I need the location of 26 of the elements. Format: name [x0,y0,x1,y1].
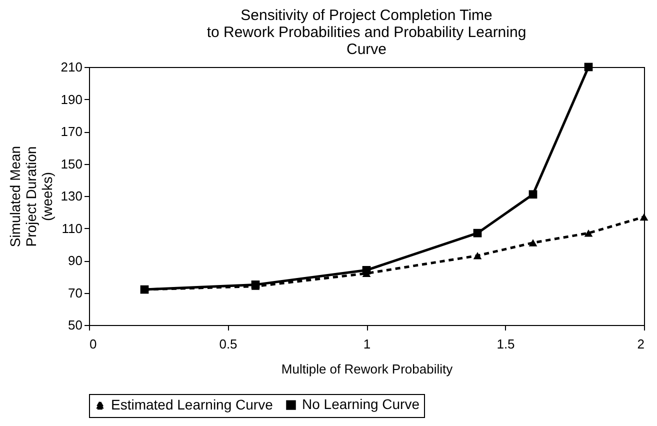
y-tick-label: 110 [62,220,82,236]
legend-label: No Learning Curve [302,396,420,412]
x-tick-label: 2 [637,336,644,352]
x-tick-label: 1 [363,336,371,352]
point [528,239,538,246]
y-tick-label: 70 [68,285,82,300]
point [473,252,482,260]
x-tick-label: 0.5 [219,336,238,352]
x-axis-title: Multiple of Rework Probability [281,362,454,376]
point [528,190,538,199]
y-tick-label: 130 [60,188,82,204]
x-tick-label: 0 [90,336,97,352]
y-tick-label: 90 [68,253,82,268]
point [584,62,593,72]
point [584,229,593,237]
y-tick-label: 210 [60,60,82,74]
y-tick-label: 150 [60,156,82,172]
y-tick-label: 190 [60,92,82,107]
point [640,213,648,221]
x-tick-label: 1.5 [496,336,515,352]
y-tick-label: 50 [68,318,82,332]
y-axis-title: Simulated Mean Project Duration (weeks) [6,146,55,248]
y-tick-label: 170 [60,124,82,139]
legend-label: Estimated Learning Curve [111,396,274,412]
point [473,228,482,238]
chart-title: Sensitivity of Project Completion Time to Rework Probabilities and Probability Learning Curve [206,7,526,58]
